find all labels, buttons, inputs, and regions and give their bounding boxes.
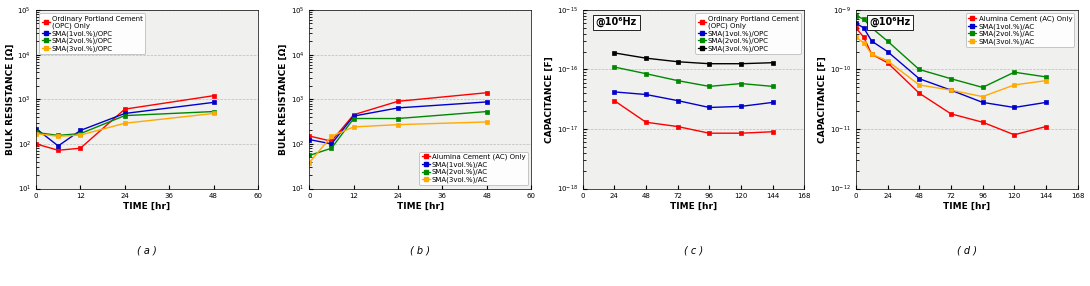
X-axis label: TIME [hr]: TIME [hr] (670, 202, 717, 211)
Text: ( d ): ( d ) (957, 246, 977, 256)
Y-axis label: CAPACITANCE [F]: CAPACITANCE [F] (545, 56, 554, 143)
Y-axis label: BULK RESISTANCE [Ω]: BULK RESISTANCE [Ω] (5, 43, 14, 155)
Text: ( b ): ( b ) (410, 246, 431, 256)
Text: @10⁶Hz: @10⁶Hz (869, 17, 910, 27)
Legend: Alumina Cement (AC) Only, SMA(1vol.%)/AC, SMA(2vol.%)/AC, SMA(3vol.%)/AC: Alumina Cement (AC) Only, SMA(1vol.%)/AC… (966, 13, 1075, 47)
Legend: Ordinary Portland Cement
(OPC) Only, SMA(1vol.%)/OPC, SMA(2vol.%)/OPC, SMA(3vol.: Ordinary Portland Cement (OPC) Only, SMA… (695, 13, 801, 54)
Legend: Alumina Cement (AC) Only, SMA(1vol.%)/AC, SMA(2vol.%)/AC, SMA(3vol.%)/AC: Alumina Cement (AC) Only, SMA(1vol.%)/AC… (420, 152, 528, 185)
Y-axis label: BULK RESISTANCE [Ω]: BULK RESISTANCE [Ω] (279, 43, 288, 155)
X-axis label: TIME [hr]: TIME [hr] (123, 202, 170, 211)
Text: ( c ): ( c ) (683, 246, 703, 256)
Legend: Ordinary Portland Cement
(OPC) Only, SMA(1vol.%)/OPC, SMA(2vol.%)/OPC, SMA(3vol.: Ordinary Portland Cement (OPC) Only, SMA… (39, 13, 145, 54)
Text: ( a ): ( a ) (137, 246, 157, 256)
Y-axis label: CAPACITANCE [F]: CAPACITANCE [F] (819, 56, 827, 143)
X-axis label: TIME [hr]: TIME [hr] (397, 202, 444, 211)
X-axis label: TIME [hr]: TIME [hr] (943, 202, 991, 211)
Text: @10⁶Hz: @10⁶Hz (596, 17, 638, 27)
